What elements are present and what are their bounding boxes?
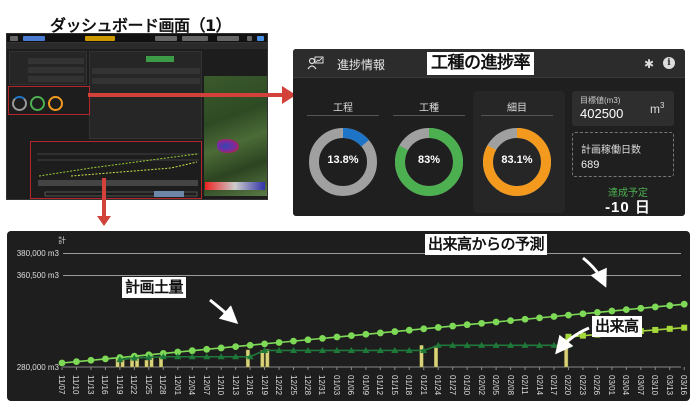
arrow-to-progress-card (88, 93, 284, 97)
x-tick-label: 02/23 (577, 375, 587, 396)
x-tick-label: 02/11 (520, 375, 530, 395)
x-tick-label: 12/07 (201, 375, 211, 396)
x-tick-label: 12/28 (302, 375, 312, 396)
y-axis-title: 計 (58, 236, 66, 245)
target-unit: m3 (650, 101, 665, 116)
x-tick-label: 01/09 (360, 375, 370, 396)
x-tick-label: 02/20 (563, 375, 573, 396)
thumbnail-heatmap-blob (217, 139, 239, 153)
x-tick-label: 03/10 (650, 375, 660, 396)
x-tick-label: 11/25 (143, 375, 153, 395)
x-tick-label: 12/31 (317, 375, 327, 396)
x-tick-label: 12/16 (245, 375, 255, 396)
y-tick-label: 380,000 m3 (16, 249, 59, 258)
donut-chart: 83% (393, 126, 465, 198)
x-tick-label: 01/12 (375, 375, 385, 396)
progress-rate-callout: 工種の進捗率 (427, 52, 534, 75)
x-tick-label: 01/03 (331, 375, 341, 396)
donut-caption: 工種 (419, 103, 439, 114)
arrow-head-right (282, 86, 296, 104)
donut-value: 83.1% (501, 154, 533, 166)
target-label: 目標値(m3) (580, 96, 621, 105)
x-tick-label: 02/02 (476, 375, 486, 396)
donut-detail: 細目 83.1% (481, 99, 553, 198)
x-tick-label: 03/13 (664, 375, 674, 396)
x-tick-label: 11/28 (158, 375, 168, 395)
donut-caption: 工程 (333, 103, 353, 114)
x-tick-label: 12/13 (230, 375, 240, 396)
thumbnail-progress-highlight (8, 86, 90, 115)
planned-days-value: 689 (581, 159, 600, 171)
x-tick-label: 11/07 (57, 375, 66, 395)
target-value: 402500 (580, 106, 624, 121)
gear-icon[interactable]: ✱ (644, 57, 655, 71)
donut-process: 工程 13.8% (307, 99, 379, 198)
x-tick-label: 01/06 (346, 375, 356, 396)
x-tick-label: 11/13 (85, 375, 95, 395)
x-tick-label: 11/16 (100, 375, 110, 395)
donut-value: 13.8% (327, 154, 359, 166)
x-tick-label: 02/17 (548, 375, 558, 396)
callout-forecast: 出来高からの予測 (425, 234, 548, 255)
chart-plot-area (58, 300, 688, 370)
gridline (63, 253, 681, 254)
donut-chart: 13.8% (307, 126, 379, 198)
x-tick-label: 11/10 (71, 375, 81, 395)
progress-card: 進捗情報 工種の進捗率 ✱ i 工程 13.8% 工種 83% 細目 (293, 49, 685, 216)
thumbnail-topbar (7, 34, 267, 43)
x-tick-label: 01/27 (447, 375, 457, 396)
y-tick-label: 280,000 m3 (16, 363, 59, 372)
x-tick-label: 01/15 (389, 375, 399, 396)
gridline (63, 275, 681, 276)
thumbnail-color-scale (205, 182, 265, 190)
x-tick-label: 11/19 (114, 375, 124, 395)
x-tick-label: 01/18 (404, 375, 414, 396)
y-tick-label: 360,500 m3 (16, 271, 59, 280)
x-tick-label: 03/07 (635, 375, 645, 396)
donut-chart: 83.1% (481, 126, 553, 198)
thumbnail-breadcrumb (7, 43, 267, 49)
progress-card-title: 進捗情報 (337, 58, 386, 72)
x-tick-label: 02/08 (505, 375, 515, 396)
person-chart-icon (307, 56, 324, 70)
x-tick-label: 11/22 (129, 375, 139, 395)
x-tick-label: 12/01 (172, 375, 182, 396)
page-title: ダッシュボード画面（1） (50, 16, 232, 35)
callout-planned: 計画土量 (122, 277, 187, 298)
progress-card-header: 進捗情報 工種の進捗率 ✱ i (293, 49, 685, 78)
donut-work-type: 工種 83% (393, 99, 465, 198)
eta-value: -10 日 (605, 199, 651, 216)
x-tick-label: 12/10 (216, 375, 226, 396)
x-tick-label: 01/30 (462, 375, 472, 396)
info-icon[interactable]: i (663, 57, 675, 69)
planned-days-box: 計画稼働日数 689 (572, 132, 674, 177)
x-tick-label: 01/24 (433, 375, 443, 396)
x-tick-label: 12/19 (259, 375, 269, 396)
planned-days-label: 計画稼働日数 (581, 145, 641, 156)
x-tick-label: 12/04 (187, 375, 197, 396)
arrow-head-down (97, 216, 111, 226)
donut-caption: 細目 (507, 103, 527, 114)
x-tick-label: 02/05 (491, 375, 501, 396)
eta-label: 達成予定 (608, 188, 648, 199)
x-tick-label: 12/25 (288, 375, 298, 396)
progress-line-chart: 計 380,000 m3 360,500 m3 280,000 m3 11/07… (7, 231, 690, 401)
x-tick-label: 02/14 (534, 375, 544, 396)
callout-actual: 出来高 (592, 316, 642, 337)
donut-value: 83% (417, 154, 441, 166)
dashboard-thumbnail (6, 33, 268, 200)
x-tick-label: 02/26 (592, 375, 602, 396)
thumbnail-chart-highlight (30, 141, 202, 199)
arrow-to-chart (102, 178, 106, 218)
x-tick-label: 03/01 (606, 375, 616, 396)
x-tick-label: 03/16 (679, 375, 689, 396)
thumbnail-info-panel (9, 51, 87, 85)
x-tick-label: 01/21 (418, 375, 428, 396)
target-value-box: 目標値(m3) 402500 m3 (572, 91, 674, 126)
x-tick-label: 03/04 (621, 375, 631, 396)
x-tick-label: 12/22 (274, 375, 284, 396)
